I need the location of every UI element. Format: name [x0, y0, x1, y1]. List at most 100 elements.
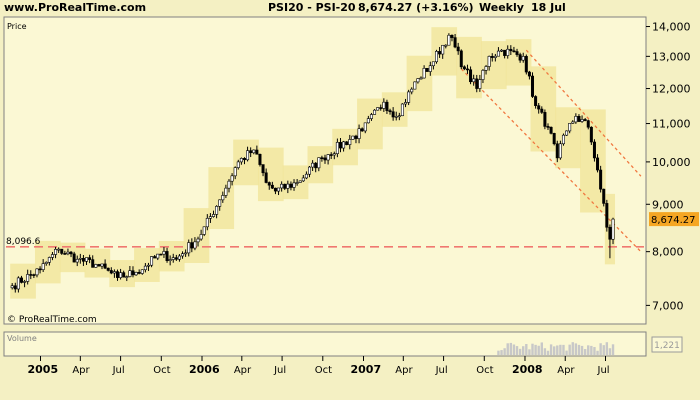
candle-body	[410, 88, 414, 93]
y-tick-label: 11,000	[652, 118, 691, 131]
volume-bar	[497, 350, 500, 355]
candle-body	[475, 78, 479, 89]
candle-body	[143, 265, 147, 271]
candle-body	[270, 184, 274, 189]
candle-body	[115, 271, 119, 278]
candle-body	[524, 56, 528, 73]
candle-body	[608, 226, 612, 240]
candle-body	[128, 270, 132, 277]
candle-body	[184, 252, 188, 255]
volume-bar	[528, 349, 531, 355]
candle-body	[103, 263, 107, 269]
candle-body	[78, 257, 82, 260]
candle-body	[478, 79, 482, 89]
volume-bar	[543, 348, 547, 355]
x-tick-label: Apr	[72, 365, 90, 376]
candle-body	[273, 187, 277, 192]
volume-bar	[537, 345, 540, 355]
candle-body	[215, 206, 219, 215]
candle-body	[487, 56, 491, 67]
candle-body	[41, 263, 45, 270]
candle-body	[450, 34, 454, 38]
y-tick-label: 12,000	[652, 83, 691, 96]
volume-bar	[580, 345, 584, 355]
candle-body	[88, 257, 92, 260]
candle-body	[459, 50, 463, 68]
candle-body	[255, 149, 259, 155]
candle-body	[286, 183, 290, 189]
candle-body	[329, 154, 333, 156]
candle-body	[388, 110, 392, 113]
candle-body	[44, 261, 48, 264]
candle-body	[546, 126, 550, 128]
volume-bar	[512, 344, 516, 355]
volume-bar	[587, 345, 590, 355]
volume-bar	[593, 347, 596, 355]
volume-bar	[574, 343, 578, 355]
candle-body	[230, 175, 234, 182]
support-label: 8,096.6	[6, 237, 41, 247]
candle-body	[484, 66, 488, 71]
candle-body	[391, 111, 395, 118]
volume-bar	[602, 345, 605, 355]
candle-body	[599, 169, 603, 190]
candle-body	[354, 135, 358, 139]
envelope-box	[456, 36, 482, 99]
candle-body	[431, 61, 435, 67]
last-value: 8,674.27 (+3.16%)	[358, 1, 474, 14]
candle-body	[379, 107, 383, 109]
candle-body	[404, 102, 408, 105]
volume-bar	[605, 342, 609, 355]
candle-body	[38, 268, 42, 271]
volume-bar	[522, 346, 525, 355]
x-tick-label: Jul	[112, 365, 125, 376]
volume-bar	[546, 350, 550, 355]
volume-bar	[577, 344, 581, 355]
candle-body	[413, 81, 417, 90]
volume-bar	[583, 349, 587, 355]
volume-bar	[525, 344, 528, 355]
candle-body	[19, 277, 23, 283]
candle-body	[434, 51, 438, 63]
candle-body	[351, 135, 355, 140]
candle-body	[109, 270, 113, 274]
candle-body	[555, 143, 559, 159]
candle-body	[193, 241, 197, 249]
volume-bar	[500, 350, 503, 355]
candle-body	[224, 187, 228, 196]
volume-bar	[565, 350, 568, 355]
candle-body	[385, 101, 389, 111]
candle-body	[363, 122, 367, 132]
volume-bar	[608, 348, 612, 355]
volume-bar	[531, 343, 534, 355]
candle-body	[366, 118, 370, 124]
x-tick-label: Jul	[597, 365, 610, 376]
envelope-box	[134, 248, 160, 282]
candle-body	[202, 226, 206, 235]
candle-body	[16, 277, 20, 290]
candle-body	[369, 114, 373, 119]
candle-body	[534, 96, 538, 106]
candle-body	[125, 276, 129, 278]
trend-line-upper	[525, 49, 642, 177]
candle-body	[438, 51, 442, 55]
candle-body	[81, 257, 85, 262]
envelope-box	[406, 55, 433, 112]
candle-body	[258, 153, 262, 165]
candle-body	[314, 162, 318, 169]
instrument-name: PSI20 - PSI-20	[268, 1, 356, 14]
candle-body	[490, 56, 494, 58]
envelope-box	[580, 109, 606, 213]
candle-body	[338, 142, 342, 149]
x-tick-label: Oct	[153, 365, 170, 376]
candle-body	[543, 112, 547, 127]
volume-bar	[596, 350, 599, 355]
volume-bar	[540, 342, 543, 355]
candle-body	[311, 162, 315, 168]
last-price-label: 8,674.27	[651, 215, 696, 226]
candle-body	[246, 150, 250, 161]
candle-body	[465, 68, 469, 71]
envelope-box	[530, 66, 557, 152]
envelope-box	[480, 41, 507, 90]
candle-body	[199, 234, 203, 240]
